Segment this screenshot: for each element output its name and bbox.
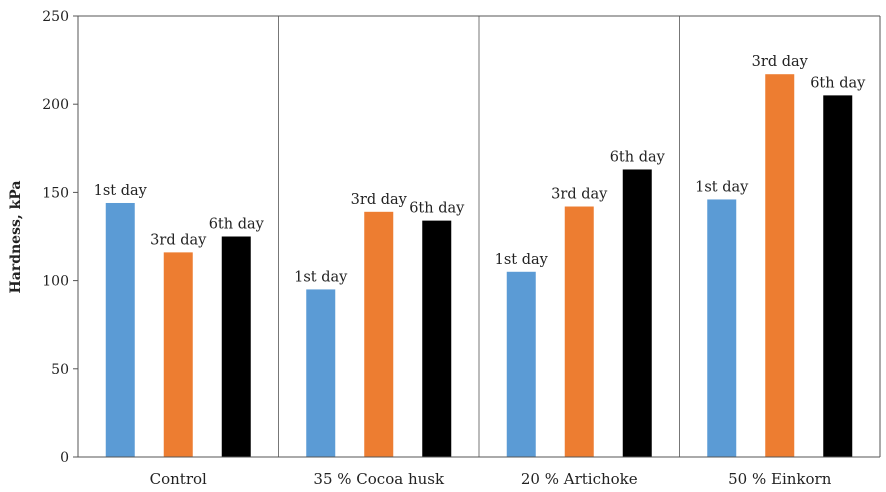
bar: [163, 252, 193, 457]
bar: [707, 199, 737, 457]
category-labels: Control 35 % Cocoa husk 20 % Artichoke 50 %…: [150, 470, 832, 488]
bar-series-label: 6th day: [209, 217, 265, 233]
bar: [221, 236, 251, 457]
bar-series-label: 6th day: [810, 75, 866, 91]
bar: [506, 271, 536, 457]
bar: [105, 202, 135, 457]
bar: [823, 95, 853, 457]
bar-series-label: 6th day: [610, 149, 666, 165]
bar: [622, 169, 652, 457]
bar-series-label: 3rd day: [752, 54, 809, 70]
category-label: 35 % Cocoa husk: [313, 470, 445, 488]
bar-series-label: 1st day: [695, 179, 749, 195]
bar-series-label: 3rd day: [351, 192, 408, 208]
group-separators: [278, 16, 680, 457]
axes: [77, 15, 881, 458]
y-tick-label: 150: [42, 185, 69, 201]
y-axis-ticks: 0 50 100 150 200 250: [42, 9, 78, 466]
bar-series-label: 6th day: [409, 201, 465, 217]
y-tick-label: 200: [42, 97, 69, 113]
y-tick-label: 50: [51, 362, 69, 378]
category-label: Control: [150, 470, 207, 488]
y-axis-title: Hardness, kPa: [8, 181, 24, 294]
bar: [422, 220, 452, 457]
bar-series-label: 1st day: [94, 183, 148, 199]
bars: [105, 74, 853, 457]
bar: [765, 74, 795, 457]
category-label: 50 % Einkorn: [728, 470, 832, 488]
y-tick-label: 0: [60, 450, 69, 466]
bar: [564, 206, 594, 457]
bar-series-label: 3rd day: [150, 232, 207, 248]
bar-series-label: 1st day: [294, 269, 348, 285]
bar-series-label: 1st day: [495, 252, 549, 268]
bar: [306, 289, 336, 457]
y-tick-label: 250: [42, 9, 69, 25]
category-label: 20 % Artichoke: [521, 470, 638, 488]
bar-series-label: 3rd day: [551, 187, 608, 203]
bar: [364, 211, 394, 457]
y-tick-label: 100: [42, 274, 69, 290]
